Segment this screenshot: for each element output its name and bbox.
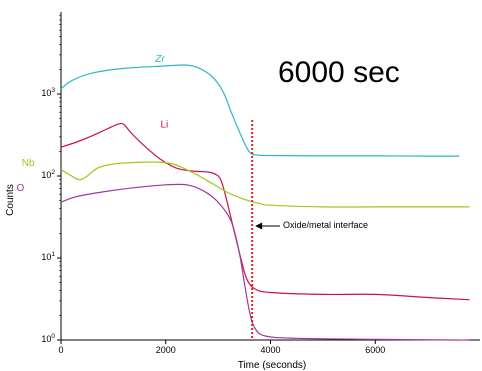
y-tick-label: 101 — [41, 251, 55, 262]
y-tick-exponent: 1 — [51, 251, 55, 258]
y-tick-label: 102 — [41, 169, 55, 180]
y-tick-exponent: 0 — [51, 333, 55, 340]
x-tick-label: 0 — [58, 345, 63, 355]
y-tick-exponent: 3 — [51, 87, 55, 94]
y-tick-label: 100 — [41, 333, 55, 344]
series-line-nb — [60, 161, 470, 208]
series-label-li: Li — [161, 120, 169, 131]
x-tick-label: 6000 — [365, 345, 385, 355]
series-label-o: O — [16, 183, 24, 194]
series-label-zr: Zr — [154, 54, 165, 65]
y-tick-exponent: 2 — [51, 169, 55, 176]
x-ticks: 0 2000 4000 6000 — [58, 340, 385, 355]
y-tick-base: 10 — [41, 88, 51, 98]
series-line-o — [60, 183, 470, 341]
interface-label: Oxide/metal interface — [283, 220, 368, 230]
annotations — [251, 120, 280, 340]
series-layer: Zr Li Nb O — [16, 54, 470, 341]
y-tick-base: 10 — [41, 170, 51, 180]
x-tick-label: 2000 — [156, 345, 176, 355]
condition-label: 6000 sec — [278, 56, 400, 89]
interface-arrowhead — [255, 222, 263, 230]
x-tick-label: 4000 — [260, 345, 280, 355]
series-line-zr — [60, 64, 459, 157]
x-axis-title: Time (seconds) — [238, 360, 307, 371]
y-tick-label: 103 — [41, 87, 55, 98]
series-label-nb: Nb — [22, 158, 35, 169]
y-tick-base: 10 — [41, 252, 51, 262]
y-tick-base: 10 — [41, 334, 51, 344]
y-axis-title: Counts — [5, 184, 16, 216]
series-line-li — [60, 122, 470, 301]
